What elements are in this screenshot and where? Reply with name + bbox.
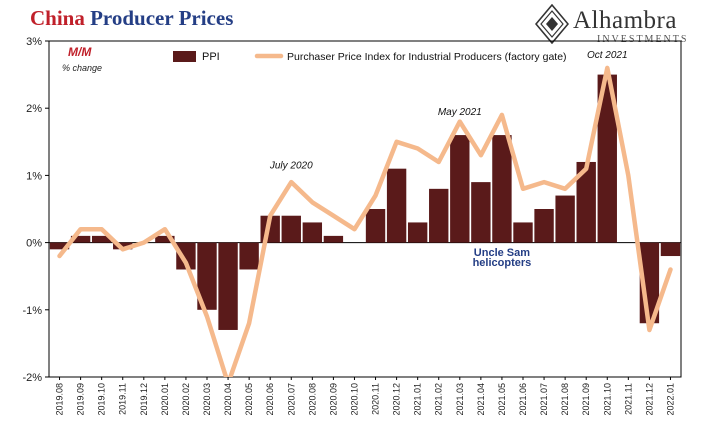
ppi-bar [513,222,533,243]
x-tick-label: 2021.03 [455,383,465,416]
x-tick-label: 2021.01 [413,383,423,416]
chart-annotation: Uncle Sam [474,247,530,259]
logo-name: Alhambra [573,7,677,34]
ppi-bar [576,161,596,243]
ppi-bar [302,222,323,243]
ppi-bar [70,235,91,243]
chart-annotation: July 2020 [269,161,313,172]
ppi-bar [660,242,681,257]
purchaser-price-line [57,65,673,377]
logo-diamond-icon [535,4,569,44]
ppi-bar [155,235,175,243]
x-tick-label: 2020.02 [181,383,191,416]
x-tick-label: 2021.07 [539,383,549,416]
x-tick-label: 2021.10 [602,383,612,416]
legend-swatch-ppi [173,51,196,62]
x-tick-label: 2021.04 [476,383,486,416]
ppi-bar [218,242,238,330]
x-tick-label: 2021.11 [623,383,633,415]
x-tick-label: 2021.02 [434,383,444,416]
x-tick-label: 2019.09 [76,383,86,416]
ppi-bar [239,242,259,270]
x-tick-label: 2021.09 [581,383,591,416]
ppi-bar [407,222,428,243]
ppi-bar [597,74,617,243]
chart-annotation: helicopters [473,257,532,269]
y-axis-label: M/M [68,45,92,59]
ppi-bar [91,235,112,243]
x-tick-label: 2020.04 [223,383,233,416]
ppi-bar [555,195,575,243]
y-tick-label: 0% [26,238,42,250]
ppi-bar [323,235,344,243]
x-tick-label: 2020.05 [244,383,254,416]
ppi-bar [450,135,470,243]
y-tick-label: 2% [26,103,42,115]
y-tick-label: 3% [26,36,42,48]
chart-annotation: May 2021 [438,107,482,118]
ppi-bar [365,209,386,243]
legend-label-ppi: PPI [202,51,220,63]
y-tick-label: -1% [22,305,42,317]
x-tick-label: 2021.08 [560,383,570,416]
x-tick-label: 2020.10 [349,383,359,416]
y-tick-label: 1% [26,170,42,182]
x-tick-label: 2021.12 [644,383,654,416]
x-tick-label: 2020.12 [392,383,402,416]
y-tick-label: -2% [22,372,42,384]
x-tick-label: 2019.11 [118,383,128,415]
x-tick-label: 2020.07 [286,383,296,416]
ppi-bar [281,215,301,243]
ppi-bar [492,135,512,243]
legend-label-line: Purchaser Price Index for Industrial Pro… [287,51,567,63]
ppi-bar [429,188,449,243]
x-tick-label: 2020.01 [160,383,170,416]
x-tick-label: 2019.10 [97,383,107,416]
x-tick-label: 2020.08 [307,383,317,416]
x-tick-label: 2020.09 [328,383,338,416]
ppi-bar [49,242,70,250]
ppi-bar [197,242,217,310]
ppi-bar [471,182,491,243]
x-tick-label: 2020.06 [265,383,275,416]
x-tick-label: 2020.11 [371,383,381,415]
ppi-bar [386,168,407,243]
x-tick-label: 2019.08 [55,383,65,416]
logo-subtitle: INVESTMENTS [597,34,689,45]
x-tick-label: 2019.12 [139,383,149,416]
ppi-bar [176,242,196,270]
x-tick-label: 2021.05 [497,383,507,416]
plot-frame [48,40,682,378]
y-axis-sublabel: % change [62,63,102,73]
ppi-bar [534,209,554,243]
chart-annotation: Oct 2021 [587,50,628,61]
x-tick-label: 2020.03 [202,383,212,416]
x-tick-label: 2022.01 [665,383,675,416]
x-tick-label: 2021.06 [518,383,528,416]
title-china: China [30,6,85,30]
chart-title: China Producer Prices [30,4,233,32]
alhambra-logo: Alhambra INVESTMENTS [527,4,702,48]
title-producer-prices: Producer Prices [90,6,234,30]
ppi-bar [113,242,133,250]
